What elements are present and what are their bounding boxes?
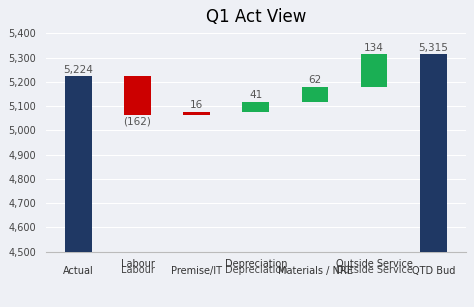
Text: (162): (162) bbox=[124, 117, 151, 127]
Text: 134: 134 bbox=[364, 43, 384, 52]
Text: Outside Service: Outside Service bbox=[336, 265, 412, 275]
Text: Labour: Labour bbox=[120, 259, 155, 269]
Title: Q1 Act View: Q1 Act View bbox=[206, 8, 306, 26]
Text: Depreciation: Depreciation bbox=[225, 259, 287, 269]
Bar bbox=[301, 87, 328, 102]
Text: 5,224: 5,224 bbox=[64, 65, 93, 75]
Text: Materials / NRE: Materials / NRE bbox=[277, 266, 352, 276]
Text: Depreciation: Depreciation bbox=[225, 265, 287, 275]
Text: QTD Bud: QTD Bud bbox=[411, 266, 455, 276]
Text: Actual: Actual bbox=[63, 266, 94, 276]
Text: 62: 62 bbox=[308, 75, 321, 85]
Bar bbox=[183, 111, 210, 115]
Text: 5,315: 5,315 bbox=[419, 43, 448, 52]
Text: 16: 16 bbox=[190, 100, 203, 110]
Text: Labour: Labour bbox=[120, 265, 155, 275]
Text: Outside Service: Outside Service bbox=[336, 259, 412, 269]
Bar bbox=[420, 54, 447, 252]
Text: Premise/IT: Premise/IT bbox=[171, 266, 222, 276]
Bar bbox=[124, 76, 151, 115]
Bar bbox=[243, 102, 269, 111]
Text: 41: 41 bbox=[249, 90, 263, 100]
Bar bbox=[65, 76, 91, 252]
Bar bbox=[361, 54, 387, 87]
